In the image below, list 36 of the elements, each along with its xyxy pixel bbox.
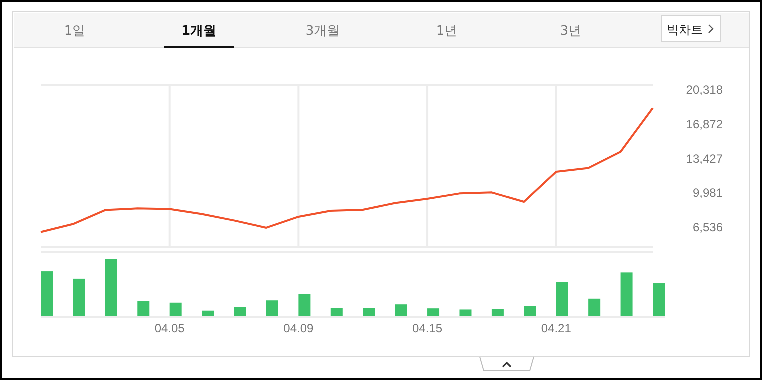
text: 3개월 [306, 24, 340, 39]
x-tick-label: 04.09 [284, 322, 314, 336]
y-tick-label: 20,318 [686, 82, 724, 97]
bar [556, 282, 568, 316]
bar [266, 300, 278, 316]
bar [524, 306, 536, 316]
bar [330, 308, 343, 316]
y-tick-label: 9,981 [692, 186, 724, 200]
bar [105, 259, 118, 316]
text: 1개월 [181, 24, 217, 39]
x-tick-label: 04.21 [541, 322, 572, 336]
bar [73, 278, 86, 316]
bar [492, 309, 504, 316]
text: 빅차트 [667, 23, 703, 37]
x-tick-label: 04.05 [154, 322, 186, 336]
bar [138, 301, 150, 316]
bar [428, 308, 440, 316]
bar [653, 284, 665, 316]
bar [460, 310, 472, 316]
text: 3년 [560, 24, 582, 39]
y-tick-label: 6,536 [692, 220, 724, 235]
bar [298, 294, 311, 316]
y-tick-label: 13,427 [686, 152, 724, 166]
bar [620, 272, 633, 316]
x-tick-label: 04.15 [412, 322, 443, 336]
bar [588, 298, 601, 316]
text: 1년 [436, 24, 458, 39]
bar [41, 272, 53, 316]
y-tick-label: 16,872 [686, 117, 724, 132]
text: 1일 [64, 24, 86, 39]
bar [363, 308, 376, 316]
bar [395, 304, 408, 316]
bar [234, 307, 246, 316]
line-series [40, 107, 654, 234]
bar [170, 302, 182, 316]
bar [202, 310, 214, 316]
